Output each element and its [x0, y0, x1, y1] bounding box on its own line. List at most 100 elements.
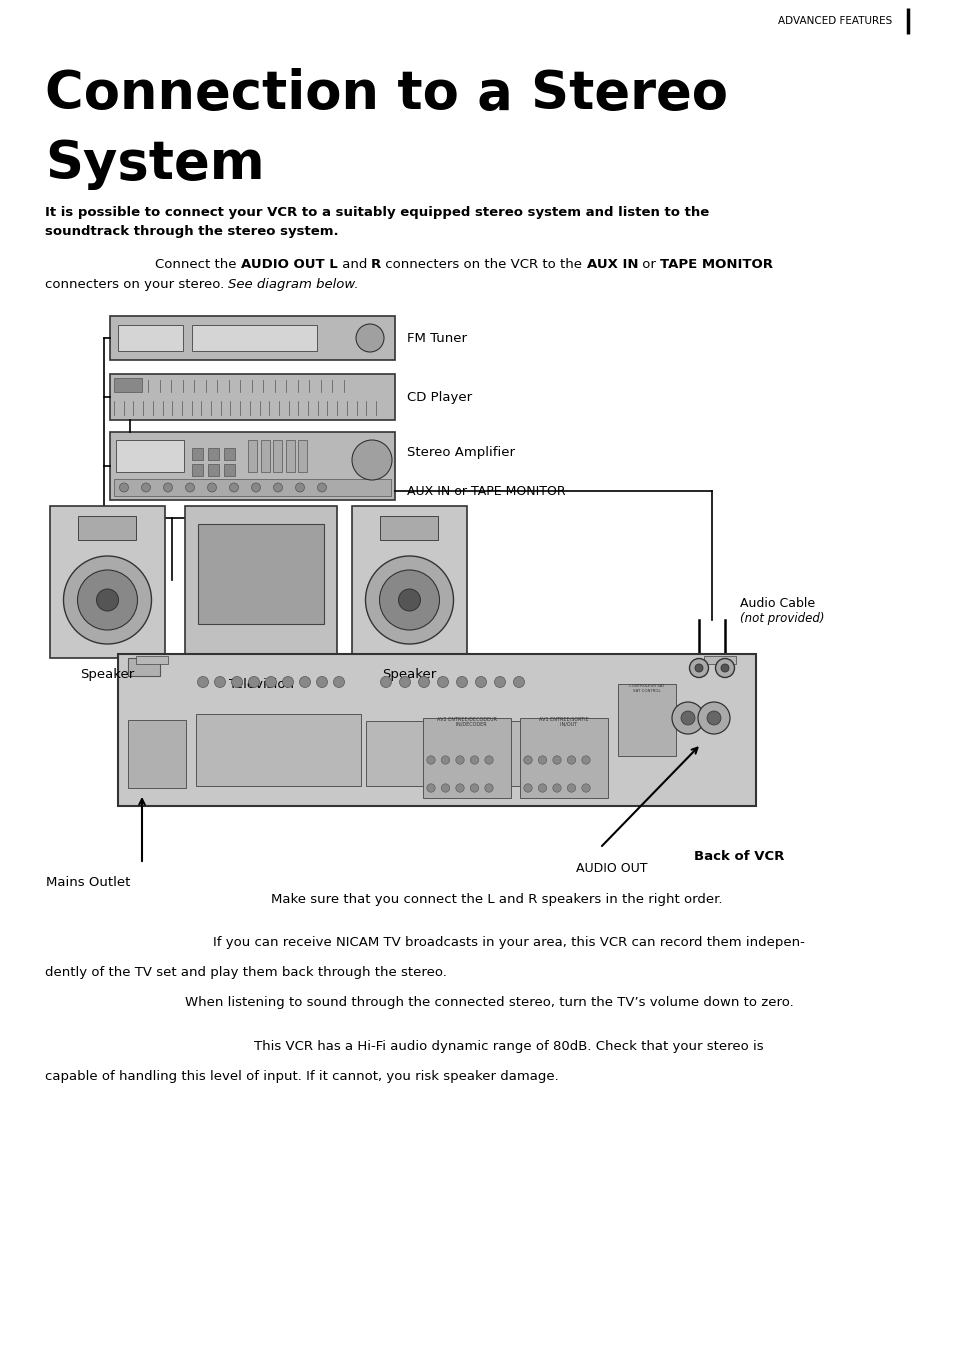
Circle shape	[208, 483, 216, 492]
Bar	[379, 516, 437, 541]
Circle shape	[470, 783, 478, 793]
Circle shape	[671, 702, 703, 735]
Circle shape	[295, 483, 304, 492]
Text: This VCR has a Hi-Fi audio dynamic range of 80dB. Check that your stereo is: This VCR has a Hi-Fi audio dynamic range…	[253, 1041, 763, 1053]
Circle shape	[720, 665, 728, 673]
Circle shape	[537, 783, 546, 793]
Text: It is possible to connect your VCR to a suitably equipped stereo system and list: It is possible to connect your VCR to a …	[45, 206, 708, 237]
Circle shape	[456, 783, 464, 793]
Circle shape	[567, 783, 575, 793]
Circle shape	[317, 483, 326, 492]
Circle shape	[355, 324, 384, 352]
Circle shape	[141, 483, 151, 492]
Circle shape	[426, 783, 435, 793]
Bar	[110, 315, 395, 360]
Text: Back of VCR: Back of VCR	[693, 851, 783, 863]
Text: AV2 ENTREE/DECODEUR
     IN/DECODER: AV2 ENTREE/DECODEUR IN/DECODER	[436, 716, 497, 727]
Circle shape	[475, 677, 486, 687]
Text: AUX IN or TAPE MONITOR: AUX IN or TAPE MONITOR	[407, 484, 565, 497]
Circle shape	[437, 677, 448, 687]
Bar	[248, 439, 256, 472]
Text: (not provided): (not provided)	[740, 612, 823, 625]
Circle shape	[706, 710, 720, 725]
Circle shape	[523, 756, 532, 764]
Bar	[352, 506, 467, 658]
Bar	[285, 439, 294, 472]
Text: and: and	[337, 257, 371, 271]
Text: AV1 ENTREE/SORTIE
      IN/OUT: AV1 ENTREE/SORTIE IN/OUT	[538, 716, 588, 727]
Circle shape	[274, 483, 282, 492]
Text: Speaker: Speaker	[80, 669, 134, 681]
Bar	[110, 431, 395, 500]
Bar	[198, 524, 324, 624]
Circle shape	[185, 483, 194, 492]
Circle shape	[581, 756, 590, 764]
Circle shape	[282, 677, 294, 687]
Circle shape	[334, 677, 344, 687]
Bar	[224, 464, 234, 476]
Circle shape	[695, 665, 702, 673]
Circle shape	[441, 783, 449, 793]
Text: Make sure that you connect the L and R speakers in the right order.: Make sure that you connect the L and R s…	[271, 892, 722, 906]
Bar	[78, 516, 136, 541]
Bar	[366, 721, 536, 786]
Circle shape	[379, 570, 439, 630]
Text: AUDIO OUT: AUDIO OUT	[576, 861, 647, 875]
Circle shape	[552, 783, 560, 793]
Bar	[224, 448, 234, 460]
Text: connecters on the VCR to the: connecters on the VCR to the	[381, 257, 586, 271]
Circle shape	[214, 677, 225, 687]
Bar	[243, 654, 278, 670]
Bar	[273, 439, 282, 472]
Text: CD Player: CD Player	[407, 391, 472, 403]
Text: Mains Outlet: Mains Outlet	[46, 876, 131, 888]
Circle shape	[581, 783, 590, 793]
Text: connecters on your stereo.: connecters on your stereo.	[45, 278, 229, 291]
Bar	[113, 377, 142, 392]
Text: System: System	[45, 137, 264, 190]
Bar	[113, 479, 391, 496]
Text: ADVANCED FEATURES: ADVANCED FEATURES	[777, 16, 891, 26]
Text: Television: Television	[229, 678, 294, 692]
Text: Stereo Amplifier: Stereo Amplifier	[407, 446, 515, 458]
Circle shape	[316, 677, 327, 687]
Text: TAPE MONITOR: TAPE MONITOR	[659, 257, 773, 271]
Text: FM Tuner: FM Tuner	[407, 332, 467, 345]
Circle shape	[513, 677, 524, 687]
Circle shape	[265, 677, 276, 687]
Circle shape	[232, 677, 242, 687]
Bar	[118, 654, 755, 806]
Text: See diagram below.: See diagram below.	[229, 278, 358, 291]
Circle shape	[119, 483, 129, 492]
Bar	[136, 656, 168, 665]
Text: When listening to sound through the connected stereo, turn the TV’s volume down : When listening to sound through the conn…	[185, 996, 793, 1010]
Bar	[185, 506, 336, 656]
Bar	[208, 464, 219, 476]
Circle shape	[197, 677, 209, 687]
Circle shape	[494, 677, 505, 687]
Bar	[192, 464, 203, 476]
Circle shape	[441, 756, 449, 764]
Circle shape	[456, 677, 467, 687]
Bar	[618, 683, 676, 756]
Text: CONTROLEUR SAT
SAT CONTROL: CONTROLEUR SAT SAT CONTROL	[629, 683, 664, 693]
Text: Audio Cable: Audio Cable	[740, 597, 814, 611]
Bar	[703, 656, 735, 665]
Bar	[422, 718, 511, 798]
Text: Connection to a Stereo: Connection to a Stereo	[45, 67, 727, 120]
Bar	[116, 439, 184, 472]
Circle shape	[567, 756, 575, 764]
Text: Connect the: Connect the	[154, 257, 240, 271]
Circle shape	[248, 677, 259, 687]
Circle shape	[96, 589, 118, 611]
Circle shape	[252, 483, 260, 492]
Circle shape	[380, 677, 391, 687]
Text: dently of the TV set and play them back through the stereo.: dently of the TV set and play them back …	[45, 967, 446, 979]
Text: capable of handling this level of input. If it cannot, you risk speaker damage.: capable of handling this level of input.…	[45, 1070, 558, 1082]
Circle shape	[552, 756, 560, 764]
Bar	[208, 448, 219, 460]
Circle shape	[523, 783, 532, 793]
Circle shape	[470, 756, 478, 764]
Bar	[50, 506, 165, 658]
Circle shape	[230, 483, 238, 492]
